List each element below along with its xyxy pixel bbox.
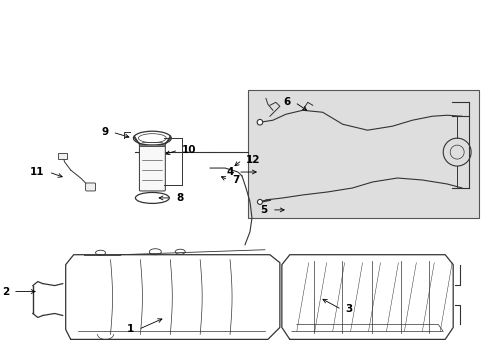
FancyBboxPatch shape — [58, 153, 67, 159]
FancyBboxPatch shape — [247, 90, 478, 218]
Text: 1: 1 — [127, 324, 134, 334]
Text: 2: 2 — [1, 287, 9, 297]
Text: 4: 4 — [226, 167, 234, 177]
FancyBboxPatch shape — [139, 145, 165, 191]
Text: 5: 5 — [260, 205, 267, 215]
Text: 6: 6 — [283, 97, 290, 107]
FancyBboxPatch shape — [85, 183, 95, 191]
Text: 9: 9 — [101, 127, 108, 137]
Text: 3: 3 — [345, 305, 352, 315]
Text: 8: 8 — [176, 193, 183, 203]
Text: 10: 10 — [182, 145, 196, 155]
Text: 11: 11 — [30, 167, 45, 177]
Text: 12: 12 — [245, 155, 260, 165]
Circle shape — [257, 120, 262, 125]
Circle shape — [257, 199, 262, 204]
Text: 7: 7 — [232, 175, 239, 185]
